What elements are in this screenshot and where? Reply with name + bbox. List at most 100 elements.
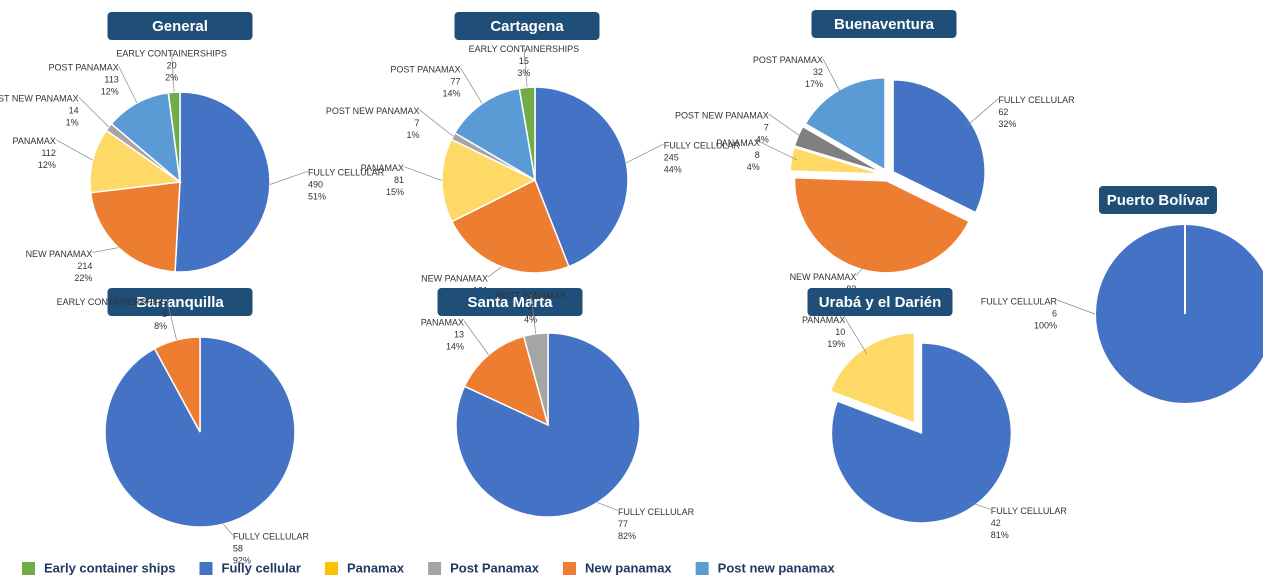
slice-label: FULLY CELLULAR — [998, 95, 1075, 105]
leader-line — [487, 266, 502, 278]
slice — [522, 332, 549, 426]
slice-label: FULLY CELLULAR — [981, 296, 1058, 306]
title-box — [454, 12, 600, 40]
slice-value: 77 — [618, 519, 628, 529]
leader-line — [223, 523, 234, 536]
legend-label: New panamax — [585, 560, 672, 575]
leader-line — [171, 52, 175, 93]
leader-line — [597, 502, 619, 511]
slice-percent: 92% — [233, 556, 251, 566]
slice-label: FULLY CELLULAR — [618, 507, 695, 517]
slice — [153, 336, 201, 433]
slice-label: FULLY CELLULAR — [664, 140, 741, 150]
leader-line — [78, 96, 110, 128]
slice-percent: 4% — [747, 162, 760, 172]
slice-value: 214 — [77, 261, 92, 271]
slice-percent: 82% — [618, 531, 636, 541]
legend-swatch — [695, 562, 709, 575]
slice-value: 4 — [528, 302, 533, 312]
legend-swatch — [324, 562, 338, 575]
leader-line — [969, 501, 991, 510]
chart-title: Puerto Bolívar — [1107, 192, 1210, 209]
slice-percent: 44% — [664, 164, 682, 174]
slice-label: PANAMAX — [802, 315, 845, 325]
slice-percent: 4% — [524, 314, 537, 324]
slice-label: PANAMAX — [361, 163, 404, 173]
slice-value: 58 — [233, 544, 243, 554]
legend-label: Fully cellular — [222, 560, 301, 575]
slice-value: 10 — [835, 327, 845, 337]
leader-line — [463, 320, 489, 355]
slice-percent: 12% — [101, 87, 119, 97]
slice — [534, 86, 629, 268]
slice-value: 62 — [998, 107, 1008, 117]
slice-percent: 51% — [308, 192, 326, 202]
leader-line — [768, 113, 804, 139]
leader-line — [1056, 299, 1096, 315]
legend-label: Panamax — [347, 560, 405, 575]
slice-label: FULLY CELLULAR — [308, 168, 385, 178]
leader-line — [118, 65, 138, 104]
slice — [793, 125, 883, 174]
slice-percent: 14% — [446, 341, 464, 351]
title-box — [1099, 186, 1217, 214]
legend-swatch — [428, 562, 442, 575]
slice — [174, 91, 271, 273]
slice-percent: 2% — [165, 73, 178, 83]
slice-value: 490 — [308, 180, 323, 190]
legend-label: Post new panamax — [718, 560, 836, 575]
slice-label: POST PANAMAX — [390, 64, 460, 74]
slice-label: POST PANAMAX — [753, 55, 823, 65]
leader-line — [269, 170, 309, 185]
slice-percent: 32% — [998, 119, 1016, 129]
slice-percent: 3% — [517, 68, 530, 78]
slice — [441, 138, 537, 223]
slice — [830, 342, 1013, 524]
slice-percent: 1% — [66, 117, 79, 127]
title-box — [107, 288, 253, 316]
slice-percent: 17% — [805, 79, 823, 89]
slice-value: 15 — [519, 56, 529, 66]
slice — [89, 129, 183, 194]
title-box — [107, 12, 253, 40]
legend-swatch — [22, 562, 35, 575]
slice-label: EARLY CONTAINERSHIPS — [469, 44, 580, 54]
slice-label: PANAMAX — [716, 138, 759, 148]
slice-value: 8 — [755, 150, 760, 160]
slice-label: POST NEW PANAMAX — [675, 110, 769, 120]
slice — [453, 87, 537, 182]
slice — [110, 91, 181, 184]
slice-label: PANAMAX — [13, 136, 56, 146]
legend-swatch — [562, 562, 576, 575]
slice-value: 5 — [162, 309, 167, 319]
slice-value: 81 — [394, 175, 404, 185]
title-box — [807, 288, 953, 316]
slice — [463, 335, 550, 427]
slice — [892, 79, 986, 214]
leader-line — [822, 58, 843, 96]
slice-percent: 8% — [154, 321, 167, 331]
chart-title: General — [152, 18, 208, 35]
slice-label: PANAMAX — [421, 317, 464, 327]
leader-line — [844, 318, 868, 355]
slice-label: POST PANAMAX — [496, 290, 566, 300]
slice-percent: 19% — [827, 339, 845, 349]
slice-value: 7 — [414, 118, 419, 128]
chart-title: Urabá y el Darién — [819, 294, 942, 311]
title-box — [811, 10, 957, 38]
leader-line — [92, 247, 119, 253]
slice — [89, 181, 181, 273]
slice-label: NEW PANAMAX — [421, 273, 488, 283]
slice-value: 113 — [104, 75, 118, 85]
title-box — [437, 288, 583, 316]
slice-value: 20 — [167, 61, 177, 71]
slice — [1094, 223, 1263, 405]
slice-value: 32 — [813, 67, 823, 77]
slice-value: 6 — [1052, 308, 1057, 318]
slice-percent: 100% — [1034, 320, 1057, 330]
slice-value: 7 — [764, 122, 769, 132]
slice-percent: 22% — [74, 273, 92, 283]
slice-label: POST PANAMAX — [49, 63, 119, 73]
slice-label: POST NEW PANAMAX — [0, 93, 79, 103]
